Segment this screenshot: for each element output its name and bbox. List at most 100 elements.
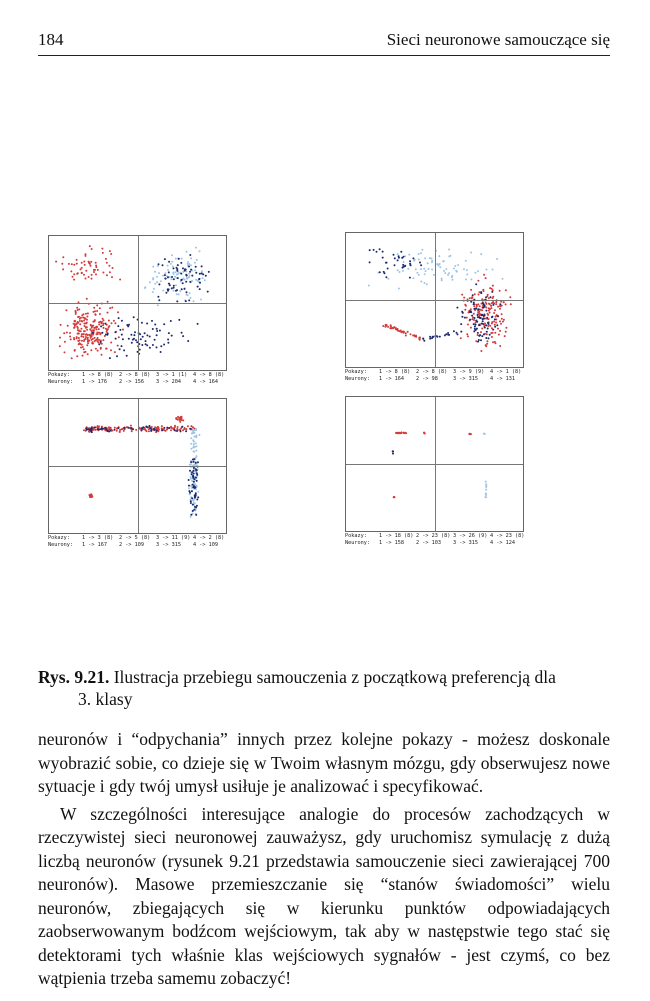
neurons-value: 2 -> 156 bbox=[119, 379, 144, 385]
neuron-dot bbox=[474, 271, 477, 274]
neuron-dot bbox=[495, 301, 498, 304]
neuron-dot bbox=[182, 429, 184, 432]
neuron-dot bbox=[180, 427, 183, 430]
neuron-dot bbox=[195, 258, 198, 261]
neuron-dot bbox=[172, 267, 175, 270]
neuron-dot bbox=[182, 419, 185, 422]
neuron-dot bbox=[499, 303, 502, 306]
neuron-dot bbox=[89, 494, 92, 497]
neuron-dot bbox=[65, 331, 68, 334]
neuron-dot bbox=[181, 425, 184, 428]
neuron-dot bbox=[493, 318, 496, 321]
neuron-dot bbox=[87, 260, 90, 263]
neuron-dot bbox=[77, 339, 80, 342]
neuron-dot bbox=[94, 428, 97, 431]
neurons-value: 1 -> 176 bbox=[82, 379, 107, 385]
neuron-dot bbox=[77, 343, 80, 346]
neuron-dot bbox=[73, 326, 76, 329]
neuron-dot bbox=[157, 295, 160, 298]
neuron-dot bbox=[171, 265, 174, 268]
neuron-dot bbox=[490, 287, 493, 290]
neuron-dot bbox=[92, 324, 95, 327]
neurons-value: 3 -> 315 bbox=[156, 542, 181, 548]
neuron-dot bbox=[171, 254, 173, 257]
neuron-dot bbox=[120, 345, 123, 348]
neuron-dot bbox=[472, 301, 475, 304]
neuron-dot bbox=[480, 339, 482, 342]
neuron-dot bbox=[423, 267, 426, 270]
neuron-dot bbox=[402, 255, 405, 258]
neuron-dot bbox=[382, 325, 385, 327]
caption-line-1: Ilustracja przebiegu samouczenia z począ… bbox=[113, 667, 556, 687]
neuron-dot bbox=[427, 268, 430, 270]
scatter-plot-2 bbox=[367, 248, 512, 352]
neuron-dot bbox=[90, 349, 93, 352]
neuron-dot bbox=[78, 308, 81, 311]
neuron-dot bbox=[84, 254, 87, 257]
neuron-dot bbox=[98, 307, 101, 310]
neuron-dot bbox=[98, 313, 101, 315]
neuron-dot bbox=[201, 270, 203, 273]
neuron-dot bbox=[170, 287, 173, 290]
neuron-dot bbox=[487, 337, 490, 340]
neuron-dot bbox=[405, 432, 408, 435]
neuron-dot bbox=[63, 332, 66, 335]
neuron-dot bbox=[504, 289, 507, 292]
neuron-dot bbox=[188, 484, 190, 487]
neuron-dot bbox=[499, 329, 501, 332]
neuron-dot bbox=[96, 425, 99, 428]
neuron-dot bbox=[144, 343, 147, 346]
neuron-dot bbox=[158, 283, 161, 286]
neuron-dot bbox=[192, 446, 195, 449]
neuron-dot bbox=[114, 331, 117, 334]
neuron-dot bbox=[189, 281, 192, 283]
figure-caption: Rys. 9.21. Ilustracja przebiegu samoucze… bbox=[38, 666, 610, 710]
neuron-dot bbox=[90, 338, 93, 341]
neuron-dot bbox=[125, 354, 128, 357]
neuron-dot bbox=[189, 502, 192, 504]
neuron-dot bbox=[77, 301, 80, 304]
shows-label: Pokazy: bbox=[345, 533, 367, 539]
neuron-dot bbox=[483, 326, 486, 329]
neuron-dot bbox=[95, 273, 97, 276]
neuron-dot bbox=[86, 315, 89, 318]
shows-value: 2 -> 8 (8) bbox=[416, 369, 448, 375]
neuron-dot bbox=[195, 278, 198, 281]
neuron-dot bbox=[472, 303, 475, 306]
neuron-dot bbox=[485, 488, 488, 491]
neuron-dot bbox=[90, 248, 93, 250]
neuron-dot bbox=[189, 491, 191, 494]
neuron-dot bbox=[500, 322, 502, 325]
neuron-dot bbox=[183, 269, 186, 272]
neurons-value: 3 -> 315 bbox=[453, 540, 478, 546]
neuron-dot bbox=[66, 324, 69, 327]
neuron-dot bbox=[402, 263, 405, 266]
scatter-plot-4 bbox=[391, 431, 488, 499]
neuron-dot bbox=[83, 340, 85, 342]
neuron-dot bbox=[89, 264, 92, 267]
neuron-dot bbox=[489, 287, 492, 290]
neuron-dot bbox=[443, 334, 446, 337]
neuron-dot bbox=[468, 297, 471, 300]
shows-value: 2 -> 8 (8) bbox=[119, 372, 151, 378]
neuron-dot bbox=[503, 335, 506, 338]
neuron-dot bbox=[417, 253, 420, 255]
quadrant-divider-horizontal bbox=[346, 300, 523, 301]
neuron-dot bbox=[450, 276, 453, 279]
neuron-dot bbox=[107, 326, 110, 329]
neuron-dot bbox=[499, 320, 501, 323]
neuron-dot bbox=[127, 426, 130, 429]
neuron-dot bbox=[190, 513, 193, 516]
neuron-dot bbox=[484, 493, 487, 496]
neuron-dot bbox=[93, 271, 95, 273]
neuron-dot bbox=[182, 270, 185, 273]
neuron-dot bbox=[190, 432, 193, 435]
neuron-dot bbox=[473, 330, 476, 333]
shows-value: 4 -> 23 (8) bbox=[490, 533, 525, 539]
neuron-dot bbox=[496, 324, 499, 327]
neuron-dot bbox=[196, 285, 199, 288]
neuron-dot bbox=[80, 343, 83, 346]
neuron-dot bbox=[154, 426, 157, 429]
neuron-dot bbox=[75, 337, 78, 340]
neuron-dot bbox=[98, 321, 101, 324]
